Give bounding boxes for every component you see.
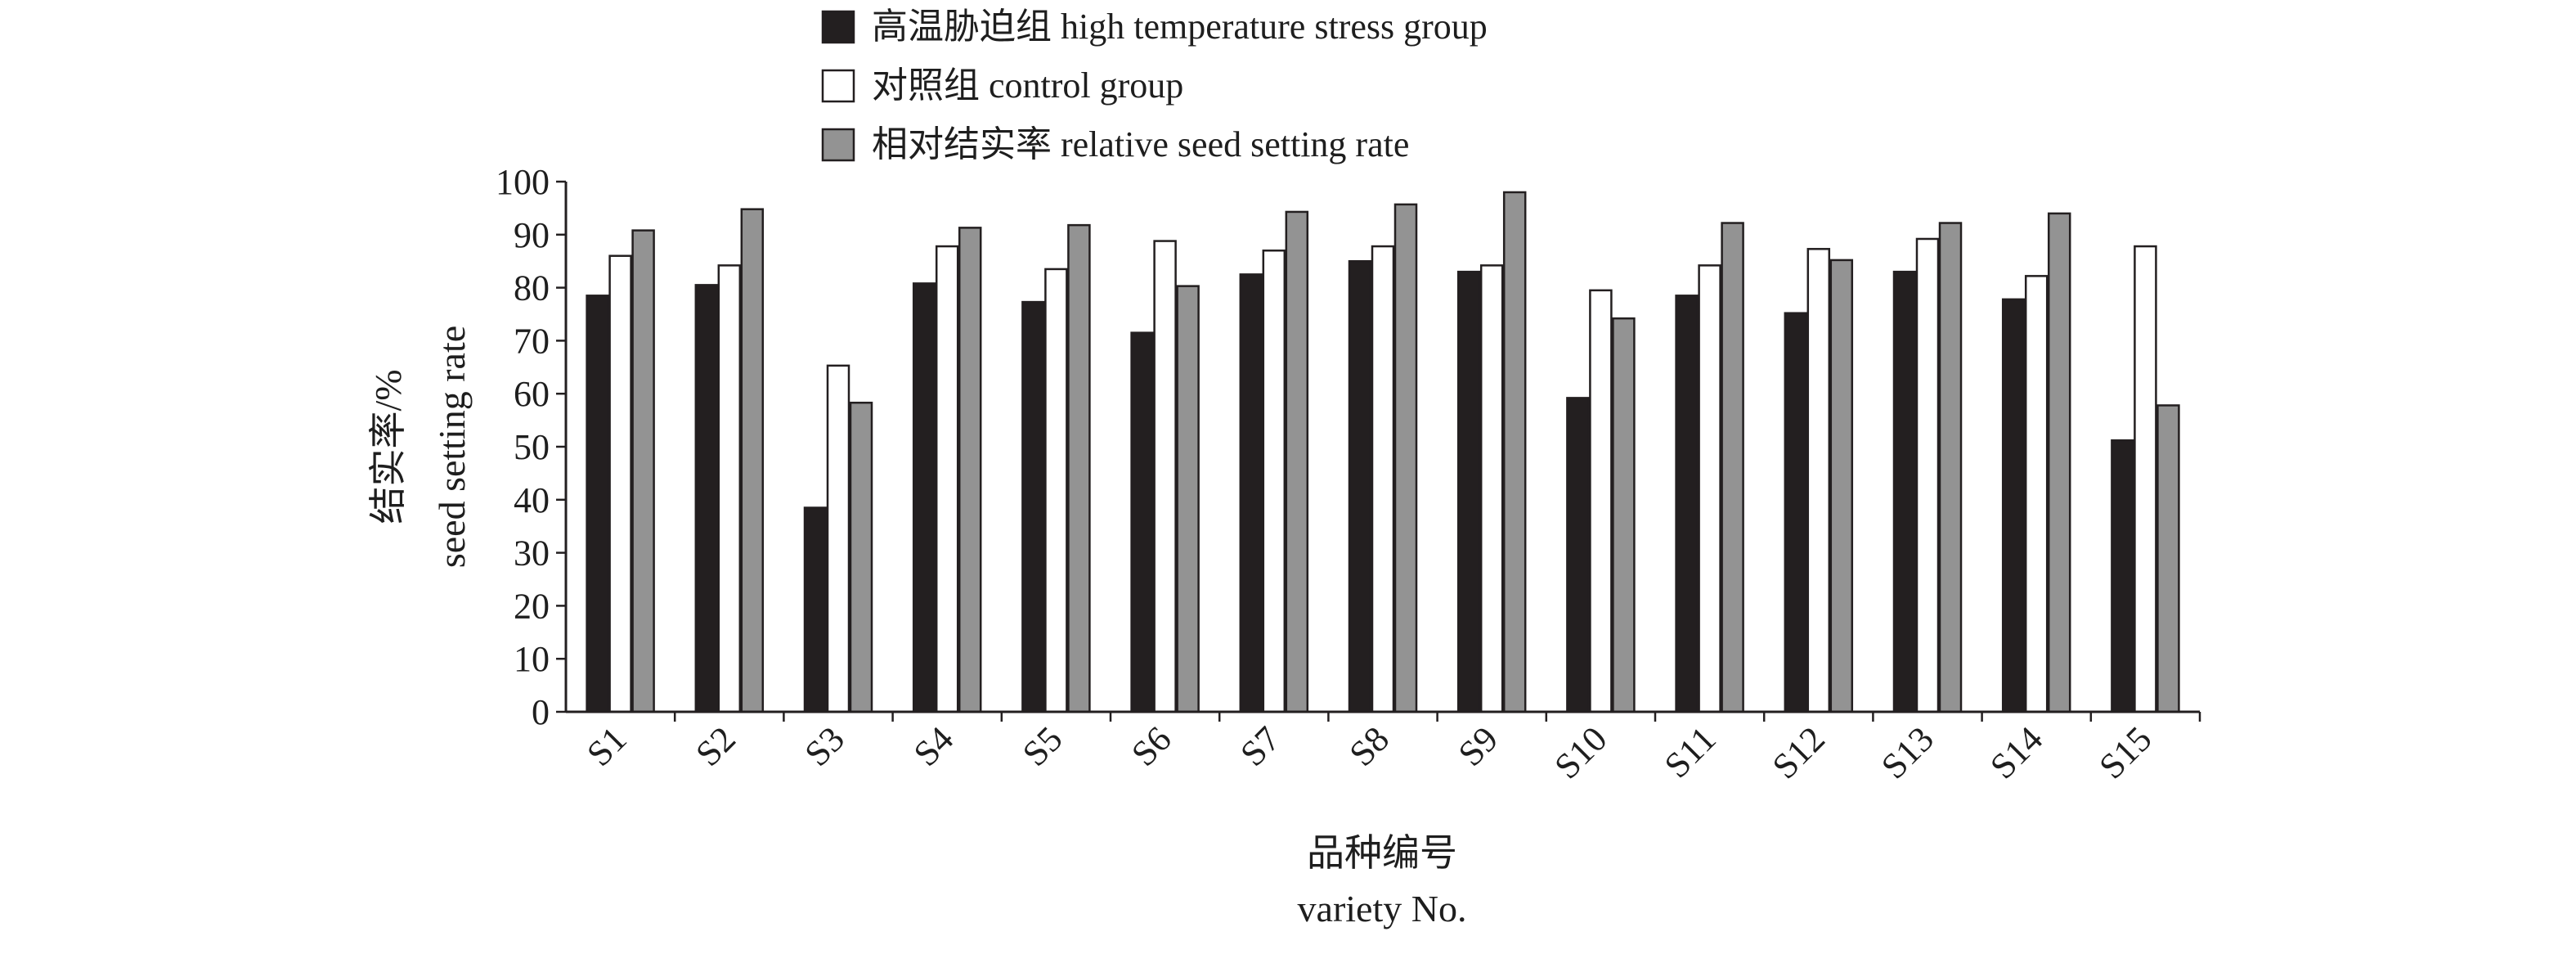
bar-S3-series-1 [803,506,828,713]
x-tick-label: S3 [797,718,853,774]
bar-S14-series-3 [2047,212,2071,713]
bar-S13-series-2 [1915,237,1940,713]
x-tick-label: S5 [1015,718,1070,774]
x-tick-label: S12 [1765,718,1833,786]
bar-S3-series-2 [826,364,850,713]
bar-S6-series-3 [1176,285,1200,713]
x-tick-label: S10 [1546,718,1614,786]
bar-S12-series-1 [1784,312,1808,713]
bar-S10-series-3 [1612,317,1636,713]
x-axis-title: variety No. [1298,888,1467,929]
bar-S14-series-2 [2024,275,2049,713]
bar-S10-series-2 [1589,289,1613,713]
bar-S1-series-2 [608,254,632,713]
bar-S6-series-1 [1130,331,1154,713]
y-tick-label: 30 [514,533,550,574]
y-tick-label: 10 [514,639,550,679]
bar-S4-series-2 [935,245,959,713]
bar-S13-series-1 [1892,270,1917,713]
bar-S9-series-3 [1502,191,1527,713]
bar-S15-series-2 [2134,245,2157,713]
bar-S9-series-1 [1456,270,1481,713]
y-tick-label: 0 [532,692,550,732]
bar-S15-series-3 [2156,404,2180,713]
legend-label-3: 相对结实率 relative seed setting rate [872,124,1409,164]
bar-S4-series-3 [958,227,982,713]
bar-S7-series-3 [1285,210,1309,713]
legend-label-1: 高温胁迫组 high temperature stress group [872,7,1488,47]
x-tick-label: S8 [1342,718,1398,774]
bar-S14-series-1 [2001,298,2026,713]
bar-S5-series-1 [1021,300,1045,713]
y-tick-label: 90 [514,215,550,255]
y-tick-label: 40 [514,480,550,520]
bar-S10-series-1 [1566,397,1590,713]
x-tick-label: S1 [579,718,635,774]
bar-S8-series-1 [1348,259,1372,713]
x-tick-label: S9 [1451,718,1506,774]
legend-swatch-2 [821,69,855,103]
x-tick-label: S13 [1874,718,1941,786]
bar-S11-series-3 [1721,222,1744,713]
x-axis-title-cn: 品种编号 [1307,832,1457,874]
bar-S5-series-3 [1067,223,1091,713]
bar-S1-series-1 [586,295,609,713]
bar-S2-series-3 [740,208,765,713]
bar-S7-series-2 [1262,249,1286,713]
bar-S7-series-1 [1239,273,1263,713]
x-tick-label: S14 [1982,718,2050,786]
bar-S13-series-3 [1938,222,1963,713]
y-axis-title-cn: 结实率/% [367,369,409,524]
x-tick-label: S7 [1232,718,1288,774]
bars [586,191,2180,713]
y-axis-title: seed setting rate [431,326,473,568]
bar-S8-series-2 [1371,245,1395,713]
x-tick-label: S11 [1657,718,1724,785]
x-tick-label: S2 [688,718,743,774]
bar-S8-series-3 [1393,203,1418,713]
bar-S11-series-1 [1675,295,1699,713]
bar-S11-series-2 [1698,264,1721,713]
x-tick-label: S4 [906,718,962,774]
y-tick-label: 100 [496,162,550,202]
y-tick-label: 70 [514,321,550,361]
bar-S12-series-2 [1806,248,1831,713]
x-tick-label: S15 [2091,718,2159,786]
legend-label-2: 对照组 control group [872,65,1183,106]
bar-S4-series-1 [912,282,936,713]
y-tick-label: 20 [514,586,550,626]
bar-S2-series-2 [717,264,742,713]
bar-S6-series-2 [1153,240,1177,713]
bar-S9-series-2 [1479,264,1504,713]
y-tick-label: 60 [514,374,550,414]
bar-S2-series-1 [694,284,719,713]
bar-S12-series-3 [1829,259,1854,713]
legend: 高温胁迫组 high temperature stress group 对照组 c… [821,7,1488,164]
bar-S1-series-3 [631,229,655,713]
legend-swatch-3 [821,128,855,162]
bar-S15-series-1 [2111,439,2134,713]
bar-S5-series-2 [1044,268,1068,713]
y-tick-label: 50 [514,427,550,467]
axis-labels: 结实率/% seed setting rate 品种编号 variety No. [367,326,1466,929]
x-tick-label: S6 [1124,718,1179,774]
bar-S3-series-3 [849,401,873,713]
y-tick-label: 80 [514,268,550,308]
legend-swatch-1 [821,10,855,44]
